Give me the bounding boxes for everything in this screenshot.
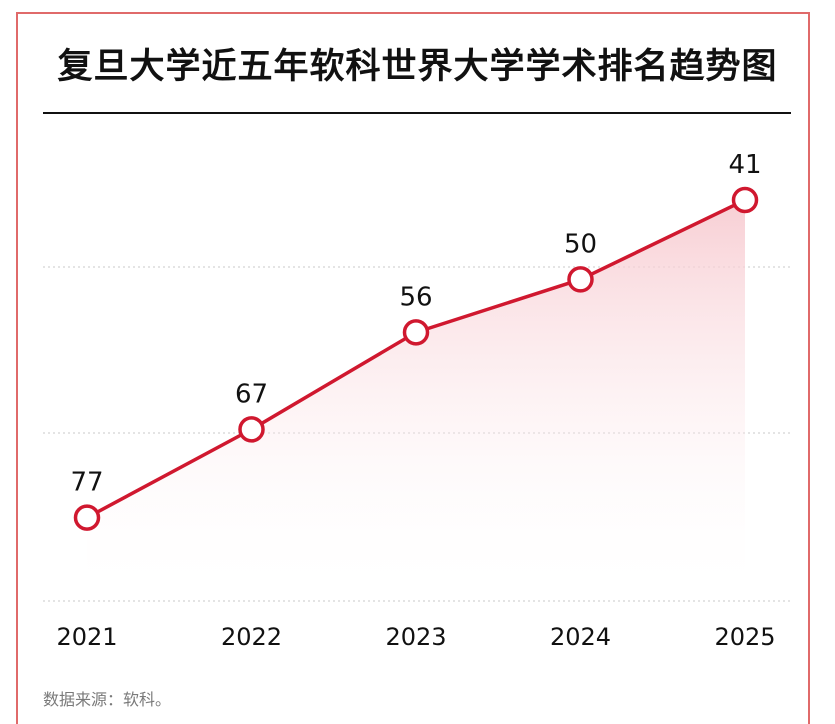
data-labels: 77 67 56 50 41 — [70, 150, 761, 498]
data-points — [73, 186, 759, 531]
x-tick-label-2021: 2021 — [56, 623, 117, 651]
chart-title: 复旦大学近五年软科世界大学学术排名趋势图 — [57, 47, 778, 87]
x-tick-label-2025: 2025 — [714, 623, 775, 651]
data-point-2022 — [238, 416, 265, 443]
data-label-2024: 50 — [564, 229, 597, 259]
area-fill-shape — [87, 200, 745, 602]
chart-frame — [16, 12, 810, 724]
data-point-2025 — [731, 186, 759, 214]
data-source-note: 数据来源：软科。 — [43, 690, 172, 709]
data-point-2024 — [567, 266, 594, 293]
data-label-2023: 56 — [399, 282, 432, 312]
data-label-2021: 77 — [70, 468, 103, 498]
data-label-2022: 67 — [235, 379, 268, 409]
data-point-2021 — [73, 504, 101, 531]
data-point-2023 — [402, 319, 430, 346]
x-tick-label-2022: 2022 — [221, 623, 282, 651]
area-fill — [87, 200, 745, 602]
x-tick-label-2023: 2023 — [385, 623, 446, 651]
title-divider — [43, 112, 791, 114]
data-label-2025: 41 — [728, 150, 761, 180]
x-tick-label-2024: 2024 — [550, 623, 611, 651]
x-axis-ticks: 2021 2022 2023 2024 2025 — [56, 623, 775, 651]
